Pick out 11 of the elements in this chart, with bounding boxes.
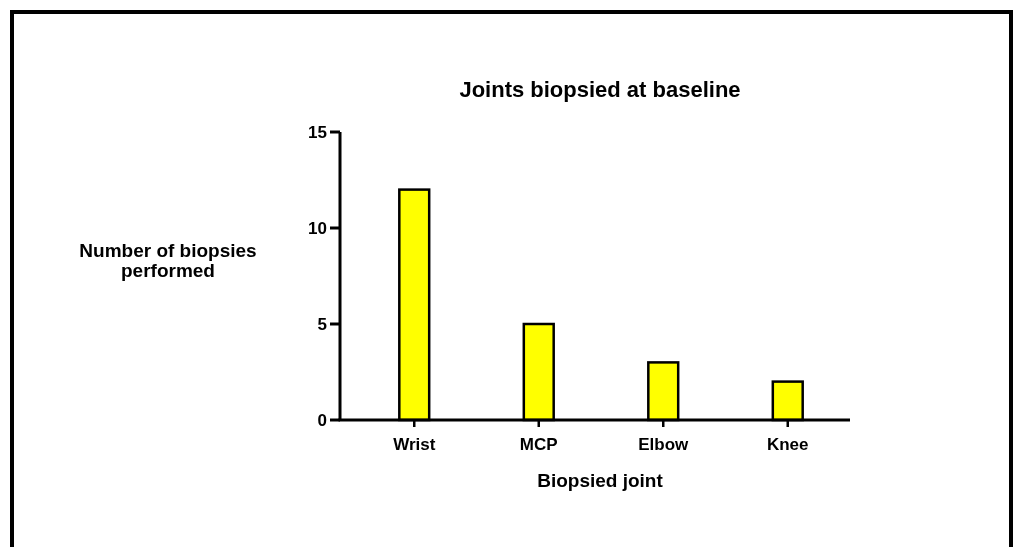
x-tick-label: Wrist <box>393 435 436 454</box>
x-tick-label: Knee <box>766 435 809 454</box>
x-tick-label: Elbow <box>638 435 690 454</box>
y-axis-title: Number of biopsies performed <box>79 240 257 281</box>
chart-title: Joints biopsied at baseline <box>459 77 741 102</box>
x-axis-title: Biopsied joint <box>537 470 664 491</box>
y-tick-label: 0 <box>317 410 327 430</box>
y-tick-label: 10 <box>308 218 327 238</box>
y-tick-label: 5 <box>317 314 327 334</box>
x-tick-label: MCP <box>519 435 558 454</box>
y-tick-label: 15 <box>308 122 327 142</box>
